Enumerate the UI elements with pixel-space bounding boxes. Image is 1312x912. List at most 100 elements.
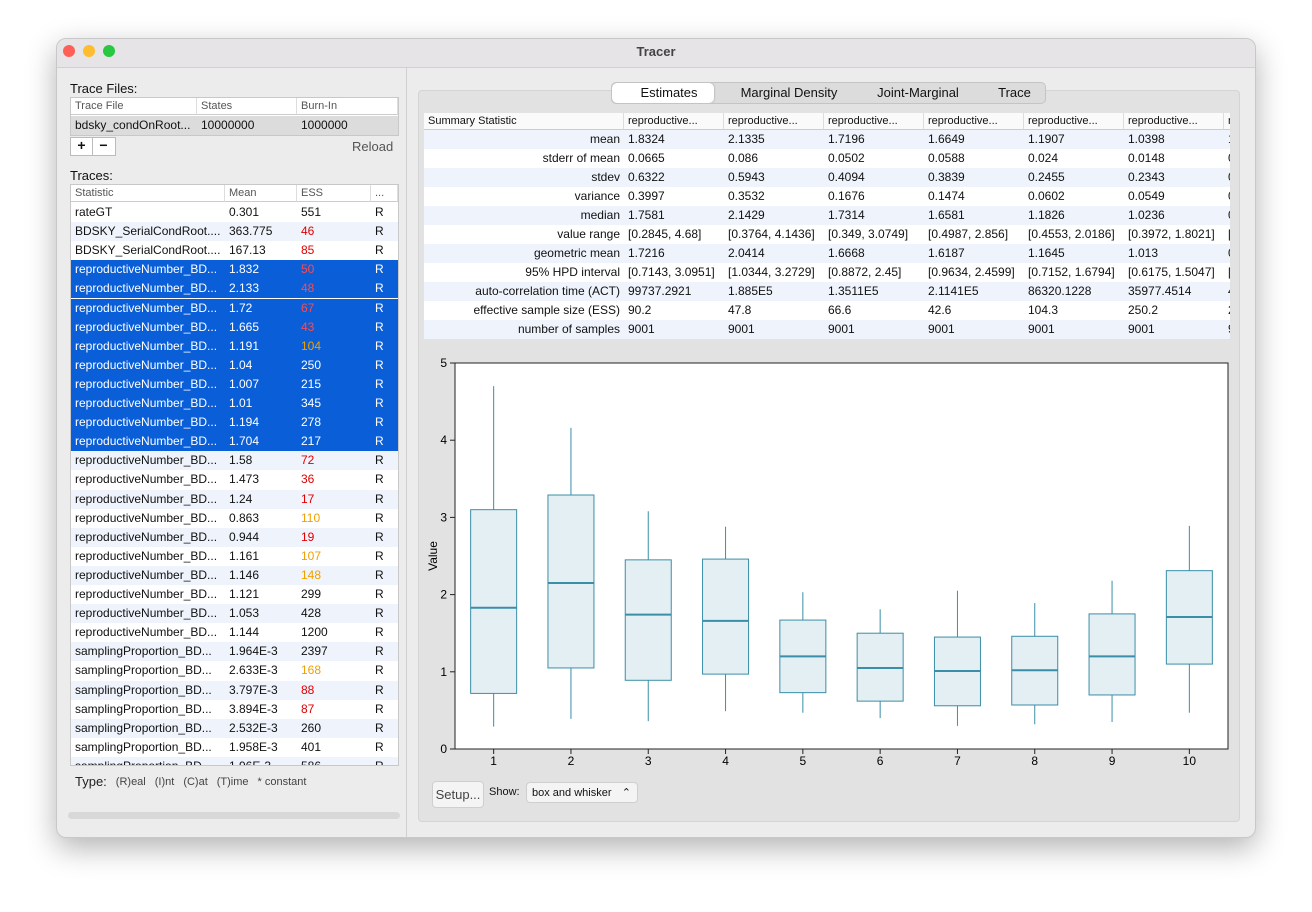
cell: 0.1474 bbox=[928, 189, 965, 203]
cell: 72 bbox=[301, 453, 315, 468]
row bbox=[424, 225, 1230, 244]
row[interactable] bbox=[71, 489, 398, 509]
row-label: auto-correlation time (ACT) bbox=[475, 284, 620, 298]
x-tick-label: 4 bbox=[722, 754, 729, 768]
cell: R bbox=[375, 300, 384, 315]
cell: R bbox=[375, 472, 384, 487]
show-dropdown[interactable]: box and whisker ⌃ bbox=[526, 782, 638, 803]
minimize-button[interactable] bbox=[83, 45, 95, 57]
row[interactable] bbox=[71, 527, 398, 547]
cell: 66.6 bbox=[828, 303, 852, 317]
row-label: mean bbox=[589, 132, 620, 146]
row[interactable] bbox=[71, 661, 398, 681]
cell: 1.964E-3 bbox=[229, 644, 278, 659]
cell: 1.473 bbox=[229, 472, 260, 487]
cell[interactable]: 1000000 bbox=[297, 116, 398, 135]
row[interactable] bbox=[71, 737, 398, 757]
row[interactable] bbox=[71, 222, 398, 242]
selected-row[interactable] bbox=[71, 298, 398, 318]
cell: R bbox=[375, 262, 384, 277]
selected-row[interactable] bbox=[71, 413, 398, 433]
cell: 85 bbox=[301, 243, 315, 258]
row[interactable] bbox=[71, 604, 398, 624]
x-tick-label: 2 bbox=[568, 754, 575, 768]
cell: 1.6187 bbox=[928, 246, 965, 260]
cell: 4 bbox=[1224, 282, 1230, 301]
cell: 168 bbox=[301, 663, 322, 678]
cell: reproductiveNumber_BD... bbox=[75, 281, 218, 296]
selected-row[interactable] bbox=[71, 374, 398, 394]
row[interactable] bbox=[71, 699, 398, 719]
cell: [0.9634, 2.4599] bbox=[928, 265, 1015, 279]
cell: 1.7581 bbox=[628, 208, 665, 222]
row[interactable] bbox=[71, 241, 398, 261]
add-button[interactable]: + bbox=[77, 137, 86, 153]
cell: R bbox=[375, 453, 384, 468]
row bbox=[424, 206, 1230, 225]
column-header: reproductive... bbox=[624, 113, 724, 130]
cell: 401 bbox=[301, 739, 322, 754]
column-header: Summary Statistic bbox=[424, 113, 624, 130]
cell: 104.3 bbox=[1028, 303, 1059, 317]
row[interactable] bbox=[71, 680, 398, 700]
selected-row[interactable] bbox=[71, 394, 398, 413]
remove-button[interactable]: − bbox=[99, 137, 108, 153]
box bbox=[547, 494, 595, 669]
row[interactable] bbox=[71, 546, 398, 566]
cell: 48 bbox=[301, 281, 315, 296]
tab[interactable]: Trace bbox=[998, 85, 1031, 100]
row[interactable] bbox=[71, 470, 398, 490]
column-header: re bbox=[1224, 113, 1230, 130]
zoom-button[interactable] bbox=[103, 45, 115, 57]
tab[interactable]: Joint-Marginal bbox=[877, 85, 959, 100]
selected-row[interactable] bbox=[71, 355, 398, 375]
setup-button[interactable]: Setup... bbox=[432, 781, 484, 808]
selected-row[interactable] bbox=[71, 432, 398, 452]
row[interactable] bbox=[71, 565, 398, 585]
row[interactable] bbox=[71, 642, 398, 662]
row-label: effective sample size (ESS) bbox=[473, 303, 620, 317]
row[interactable] bbox=[71, 718, 398, 738]
cell: 1.04 bbox=[229, 357, 253, 372]
cell: 67 bbox=[301, 300, 315, 315]
row-label: geometric mean bbox=[533, 246, 620, 260]
cell: 1.013 bbox=[1128, 246, 1159, 260]
reload-button[interactable]: Reload bbox=[352, 139, 394, 154]
row[interactable] bbox=[71, 451, 398, 471]
tab[interactable]: Marginal Density bbox=[740, 85, 838, 100]
cell: reproductiveNumber_BD... bbox=[75, 434, 218, 449]
cell: 19 bbox=[301, 529, 315, 544]
cell: R bbox=[375, 434, 384, 449]
row[interactable] bbox=[71, 508, 398, 528]
cell: 428 bbox=[301, 606, 322, 621]
cell: reproductiveNumber_BD... bbox=[75, 262, 218, 277]
row[interactable] bbox=[71, 756, 398, 765]
row[interactable] bbox=[71, 585, 398, 604]
cell: 1.1907 bbox=[1028, 132, 1065, 146]
cell: 345 bbox=[301, 396, 322, 410]
cell: R bbox=[375, 548, 384, 563]
row bbox=[424, 320, 1230, 339]
selected-row[interactable] bbox=[71, 317, 398, 337]
cell[interactable]: bdsky_condOnRoot... bbox=[71, 116, 197, 135]
cell: reproductiveNumber_BD... bbox=[75, 567, 218, 582]
selected-row[interactable] bbox=[71, 279, 398, 299]
selected-row[interactable] bbox=[71, 260, 398, 280]
cell: samplingProportion_BD... bbox=[75, 720, 212, 735]
row[interactable] bbox=[71, 203, 398, 222]
cell: [0.3972, 1.8021] bbox=[1128, 227, 1215, 241]
column-header: Burn-In bbox=[297, 98, 398, 115]
y-tick-label: 1 bbox=[440, 665, 447, 679]
show-value: box and whisker bbox=[532, 787, 612, 799]
x-tick-label: 10 bbox=[1183, 754, 1197, 768]
close-button[interactable] bbox=[63, 45, 75, 57]
cell: 0 bbox=[1224, 206, 1230, 225]
box bbox=[624, 559, 672, 681]
cell: samplingProportion_BD... bbox=[75, 682, 212, 697]
tab[interactable]: Estimates bbox=[612, 83, 714, 103]
cell[interactable]: 10000000 bbox=[197, 116, 297, 135]
row[interactable] bbox=[71, 623, 398, 643]
selected-row[interactable] bbox=[71, 336, 398, 356]
cell: 42.6 bbox=[928, 303, 952, 317]
